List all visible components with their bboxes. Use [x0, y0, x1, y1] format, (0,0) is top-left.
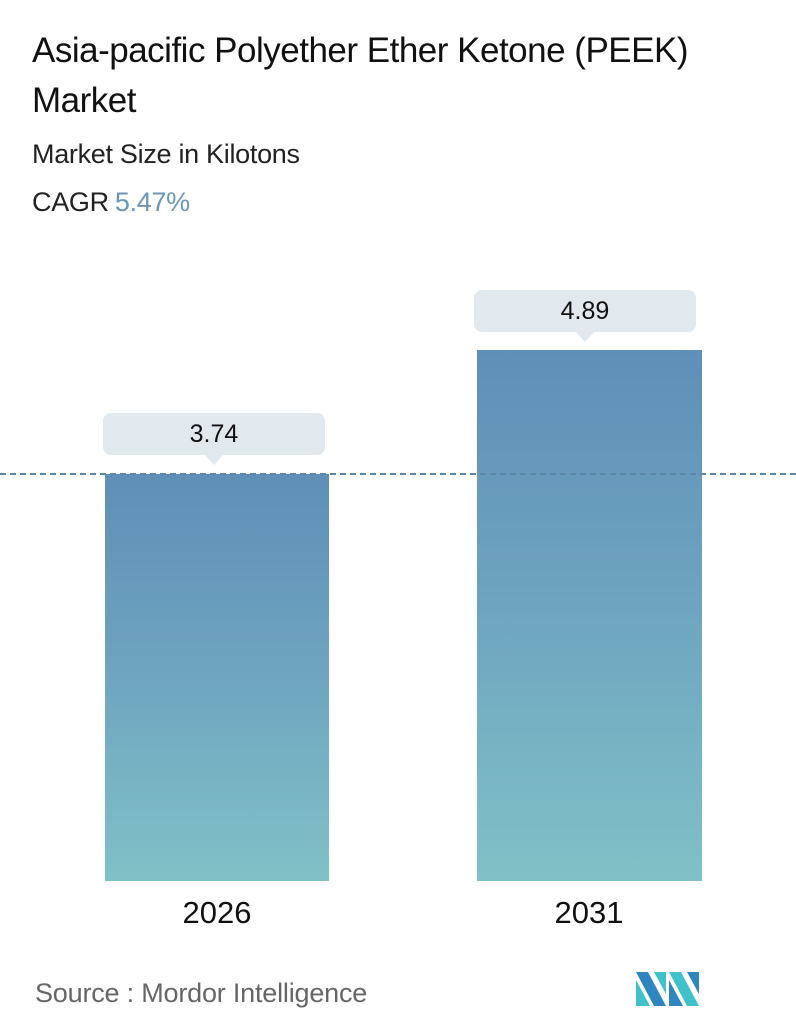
- source-text: Source : Mordor Intelligence: [35, 978, 368, 1008]
- cagr-line: CAGR 5.47%: [32, 187, 190, 218]
- mordor-intelligence-logo-icon: [636, 972, 699, 1006]
- chart-subtitle: Market Size in Kilotons: [32, 139, 300, 169]
- reference-dashed-line: [0, 473, 796, 475]
- value-label-2026: 3.74: [103, 413, 325, 465]
- x-label-2026: 2026: [182, 895, 252, 930]
- value-label-2031: 4.89: [474, 290, 696, 342]
- x-label-2031: 2031: [554, 895, 624, 930]
- bar-2031: [477, 350, 702, 881]
- cagr-label: CAGR: [32, 187, 109, 217]
- bar-2026: [105, 474, 329, 881]
- chart-title: Asia-pacific Polyether Ether Ketone (PEE…: [32, 31, 688, 120]
- cagr-value: 5.47%: [114, 187, 190, 217]
